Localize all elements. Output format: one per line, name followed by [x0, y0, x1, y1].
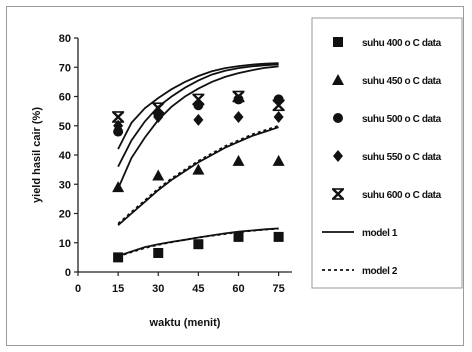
y-tick-label: 80	[59, 33, 71, 45]
x-cross-mark	[332, 188, 344, 200]
x-tick-label: 75	[273, 283, 285, 295]
y-tick-label: 60	[59, 92, 71, 104]
data-points	[112, 90, 285, 263]
legend-symbol	[332, 188, 344, 200]
data-point-series-1	[233, 231, 244, 242]
data-point-series-4	[233, 110, 244, 123]
data-point-series-1	[153, 247, 164, 258]
data-point-series-1	[113, 252, 124, 263]
legend-label: suhu 400 o C data	[362, 38, 442, 49]
data-point-series-5	[192, 93, 205, 106]
legend-symbol	[332, 74, 344, 85]
y-tick-label: 0	[65, 267, 71, 279]
model-curves	[117, 62, 279, 258]
legend-symbol	[333, 113, 343, 123]
model-1-curve	[117, 62, 279, 150]
x-cross-mark	[272, 99, 285, 112]
data-point-series-5	[112, 111, 125, 123]
data-point-series-2	[112, 181, 125, 193]
model-1-curve	[117, 65, 279, 189]
legend-label: suhu 450 o C data	[362, 76, 442, 87]
y-tick-label: 50	[59, 121, 71, 133]
y-tick-label: 20	[59, 209, 71, 221]
axes: 0 10 20 30 40 50 60 70 80 0 15 30 45 60 75	[59, 33, 292, 295]
legend: suhu 400 o C data suhu 450 o C data suhu 5…	[311, 17, 463, 289]
legend-label: model 2	[362, 266, 398, 277]
y-tick-label: 70	[59, 62, 71, 74]
legend-symbol	[333, 37, 343, 47]
data-point-series-2	[152, 169, 165, 181]
x-cross-mark	[152, 102, 165, 115]
legend-label: suhu 550 o C data	[362, 152, 442, 163]
y-axis-label: yield hasil cair (%)	[31, 107, 43, 203]
model-1-curve	[117, 126, 279, 226]
y-tick-label: 10	[59, 238, 71, 250]
legend-label: suhu 500 o C data	[362, 114, 442, 125]
data-point-series-2	[192, 163, 205, 175]
x-tick-label: 15	[112, 283, 124, 295]
data-point-series-1	[273, 231, 284, 242]
x-cross-mark	[192, 93, 205, 106]
y-tick-label: 40	[59, 150, 71, 162]
legend-label: model 1	[362, 228, 398, 239]
data-point-series-1	[193, 239, 204, 250]
data-point-series-2	[232, 154, 245, 166]
x-cross-mark	[112, 111, 124, 123]
x-tick-label: 30	[152, 283, 164, 295]
model-1-curve	[117, 227, 279, 257]
x-tick-label: 45	[192, 283, 204, 295]
data-point-series-5	[152, 102, 165, 115]
x-tick-label: 60	[232, 283, 244, 295]
y-tick-label: 30	[59, 179, 71, 191]
chart-outer-frame	[6, 6, 464, 346]
model-1-curve	[117, 63, 279, 168]
x-axis-label: waktu (menit)	[149, 317, 221, 329]
legend-symbol	[333, 150, 343, 162]
data-point-series-2	[272, 154, 285, 166]
data-point-series-4	[273, 110, 284, 123]
x-cross-mark	[232, 90, 245, 103]
data-point-series-4	[193, 113, 204, 126]
data-point-series-5	[272, 99, 285, 112]
data-point-series-5	[232, 90, 245, 103]
x-tick-label: 0	[75, 283, 81, 295]
model-2-curve	[117, 124, 279, 225]
legend-label: suhu 600 o C data	[362, 190, 442, 201]
legend-box	[311, 17, 463, 289]
